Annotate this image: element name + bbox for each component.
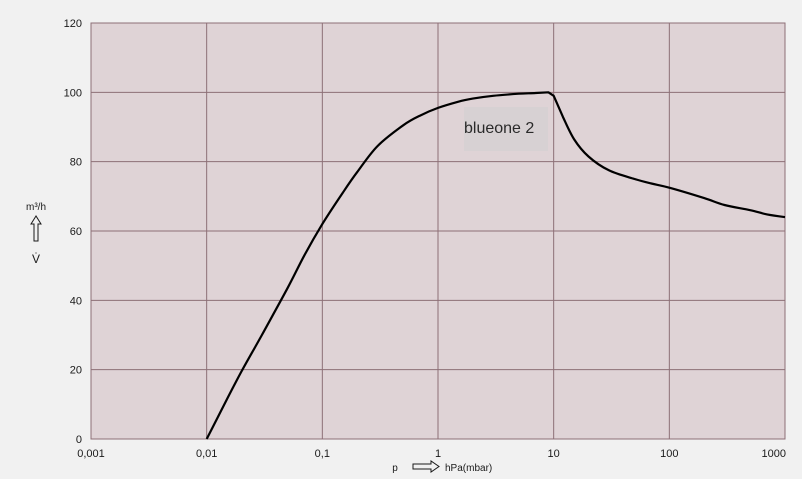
annotation-box (464, 107, 548, 151)
series-line (205, 91, 786, 440)
y-tick-label: 20 (70, 365, 82, 377)
y-tick-label: 60 (70, 226, 82, 238)
y-axis-label: m³/h V̇ (26, 202, 46, 266)
x-axis-label: p hPa(mbar) (392, 460, 492, 474)
y-tick-label: 120 (64, 18, 82, 30)
tick-labels: 0,001 0,01 0,1 1 10 100 1000 0 20 40 60 80 100 120 (64, 18, 786, 460)
x-tick-label: 1 (435, 448, 441, 460)
y-tick-label: 0 (76, 434, 82, 446)
y-tick-label: 40 (70, 295, 82, 307)
annotation-label: blueone 2 (464, 120, 534, 137)
x-axis-unit: hPa(mbar) (445, 463, 492, 474)
plot-frame (90, 22, 786, 440)
annotation: blueone 2 (464, 107, 548, 151)
x-tick-label: 0,01 (196, 448, 217, 460)
y-axis-symbol: V̇ (32, 252, 40, 266)
x-tick-label: 1000 (762, 448, 786, 460)
x-tick-label: 100 (660, 448, 678, 460)
y-axis-unit: m³/h (26, 202, 46, 213)
x-tick-label: 10 (548, 448, 560, 460)
right-arrow-icon (412, 460, 440, 473)
grid (90, 22, 786, 440)
x-tick-label: 0,001 (77, 448, 105, 460)
up-arrow-icon (30, 215, 42, 242)
y-tick-label: 80 (70, 157, 82, 169)
x-tick-label: 0,1 (315, 448, 330, 460)
x-axis-symbol: p (392, 463, 398, 474)
y-tick-label: 100 (64, 87, 82, 99)
